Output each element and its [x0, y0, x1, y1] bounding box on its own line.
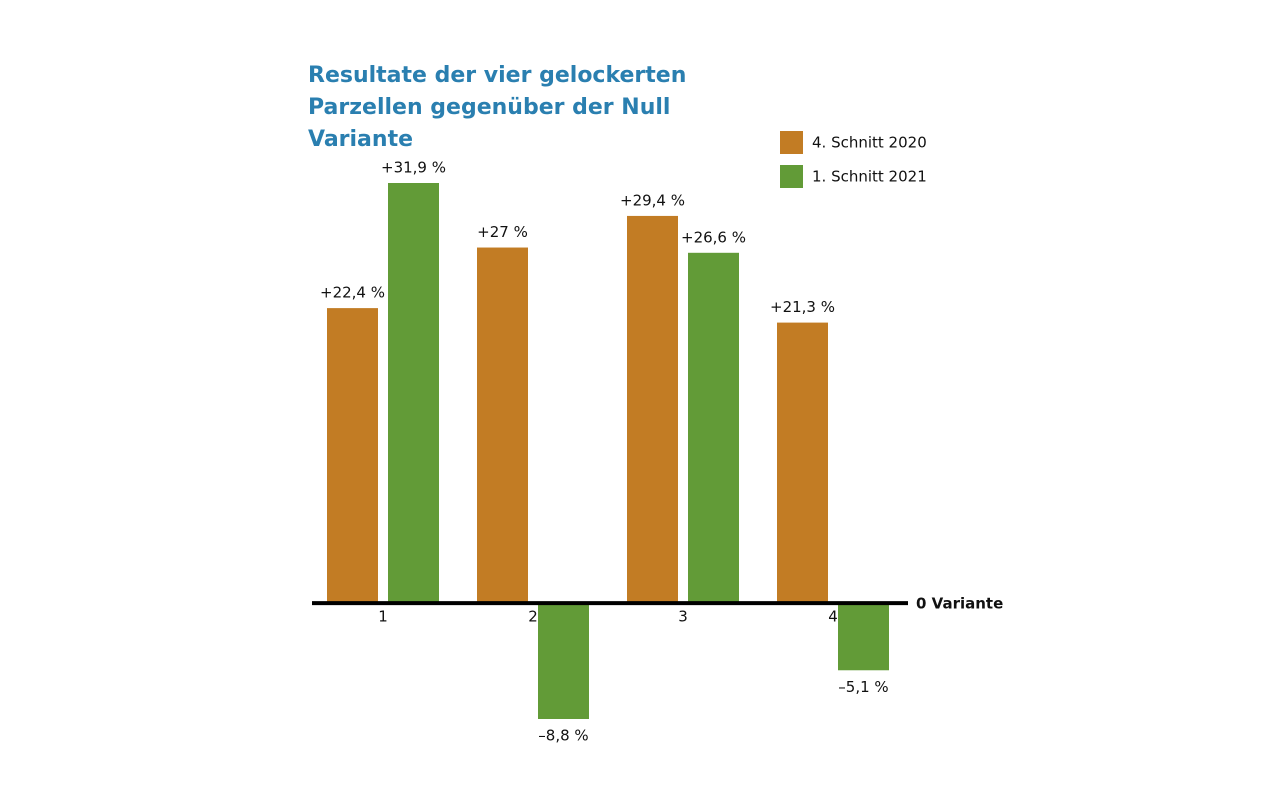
value-label: +26,6 %	[681, 228, 746, 246]
value-label: +31,9 %	[381, 159, 446, 177]
bar	[688, 252, 739, 604]
x-tick-label: 3	[678, 608, 688, 626]
value-label: –8,8 %	[538, 727, 588, 745]
bar	[477, 247, 528, 604]
legend-swatch	[780, 131, 803, 154]
bar	[538, 603, 589, 719]
value-label: +22,4 %	[320, 284, 385, 302]
value-label: +27 %	[477, 223, 528, 241]
legend-label: 1. Schnitt 2021	[812, 168, 927, 186]
x-tick-label: 4	[828, 608, 838, 626]
chart-title: Resultate der vier gelockerten Parzellen…	[308, 63, 687, 152]
value-label: –5,1 %	[838, 678, 888, 696]
x-tick-label: 1	[378, 608, 388, 626]
bar	[388, 183, 439, 604]
value-label: +21,3 %	[770, 298, 835, 316]
bar	[838, 603, 889, 671]
bar	[627, 215, 678, 604]
x-tick-label: 2	[528, 608, 538, 626]
legend-swatch	[780, 165, 803, 188]
value-label: +29,4 %	[620, 191, 685, 209]
baseline-label: 0 Variante	[916, 595, 1003, 613]
bar	[777, 322, 828, 604]
legend-label: 4. Schnitt 2020	[812, 134, 927, 152]
bar	[327, 308, 378, 604]
